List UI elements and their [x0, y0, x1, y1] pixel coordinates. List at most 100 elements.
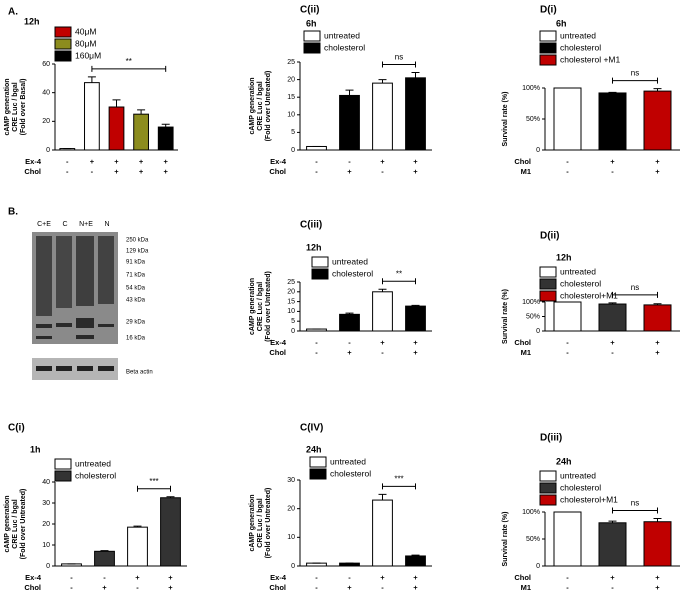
condition-value: +	[380, 573, 385, 582]
y-tick-label: 50%	[526, 313, 540, 320]
y-axis-label: cAMP generation	[249, 278, 256, 335]
y-tick-label: 0	[536, 147, 540, 154]
bar	[133, 113, 149, 151]
legend-swatch	[311, 256, 329, 268]
significance-label: ***	[149, 477, 158, 486]
condition-value: +	[413, 583, 418, 592]
panel-label: A.	[8, 7, 18, 18]
y-tick-label: 100%	[522, 85, 540, 92]
condition-name: Chol	[514, 338, 531, 347]
y-axis-label: CRE Luc / bgal	[257, 282, 264, 331]
bar	[643, 521, 672, 567]
legend-label: cholesterol	[332, 268, 373, 278]
condition-value: -	[611, 167, 614, 176]
y-tick-label: 100%	[522, 509, 540, 516]
y-axis-label: cAMP generation	[249, 77, 256, 134]
y-tick-label: 20	[42, 521, 50, 528]
legend-label: cholesterol+M1	[560, 494, 618, 504]
condition-name: Chol	[269, 167, 286, 176]
legend-label: untreated	[560, 470, 596, 480]
legend-label: 80μM	[75, 38, 96, 48]
condition-value: -	[315, 338, 318, 347]
condition-value: +	[380, 338, 385, 347]
loading-control: Beta actin	[126, 370, 153, 376]
y-tick-label: 20	[42, 118, 50, 125]
legend-swatch	[539, 266, 557, 278]
bar	[94, 550, 115, 567]
condition-value: +	[164, 167, 169, 176]
condition-value: +	[168, 583, 173, 592]
error-bar	[653, 517, 662, 522]
panel-subtitle: 1h	[30, 444, 41, 454]
bar	[84, 82, 100, 151]
condition-value: +	[655, 167, 660, 176]
condition-value: +	[610, 157, 615, 166]
y-axis-label: CRE Luc / bgal	[257, 498, 264, 547]
significance-bracket	[382, 278, 416, 285]
bar	[553, 301, 582, 332]
condition-value: +	[139, 167, 144, 176]
condition-value: -	[566, 157, 569, 166]
significance-bracket	[382, 61, 416, 68]
panel-label: C(i)	[8, 423, 25, 434]
condition-value: +	[139, 157, 144, 166]
legend-label: untreated	[75, 458, 111, 468]
condition-name: Ex-4	[270, 157, 287, 166]
error-bar	[137, 109, 146, 115]
condition-name: M1	[521, 167, 531, 176]
error-bar	[378, 288, 387, 292]
condition-value: -	[381, 348, 384, 357]
panel-label: C(iii)	[300, 220, 322, 231]
legend-swatch	[54, 38, 72, 50]
condition-value: -	[66, 167, 69, 176]
marker-label: 91 kDa	[126, 260, 146, 266]
panel-label: C(IV)	[300, 423, 323, 434]
lane-label: C+E	[37, 221, 51, 228]
error-bar	[100, 550, 109, 552]
legend-swatch	[539, 482, 557, 494]
legend-swatch	[539, 494, 557, 506]
condition-name: Ex-4	[25, 157, 42, 166]
condition-name: Chol	[514, 157, 531, 166]
marker-label: 129 kDa	[126, 249, 149, 255]
legend-label: untreated	[330, 456, 366, 466]
y-axis-label: Survival rate (%)	[502, 92, 509, 147]
condition-value: -	[66, 157, 69, 166]
legend-swatch	[54, 26, 72, 38]
significance-bracket	[91, 65, 167, 72]
condition-value: +	[655, 338, 660, 347]
y-tick-label: 100%	[522, 299, 540, 306]
condition-name: Chol	[514, 573, 531, 582]
actin-bands	[36, 366, 114, 371]
legend-label: untreated	[560, 30, 596, 40]
legend-swatch	[539, 42, 557, 54]
condition-value: +	[413, 348, 418, 357]
legend-swatch	[54, 470, 72, 482]
panel-label: D(i)	[540, 5, 557, 16]
error-bar	[378, 79, 387, 84]
error-bar	[608, 302, 617, 305]
blot-panel: B. Beta actin	[8, 207, 153, 380]
significance-bracket	[612, 77, 658, 84]
condition-value: +	[413, 338, 418, 347]
bar	[553, 87, 582, 151]
condition-value: +	[655, 573, 660, 582]
condition-value: -	[566, 167, 569, 176]
condition-name: M1	[521, 583, 531, 592]
significance-bracket	[612, 507, 658, 514]
condition-value: -	[315, 167, 318, 176]
legend-label: cholesterol +M1	[560, 54, 621, 64]
marker-label: 71 kDa	[126, 273, 146, 279]
condition-value: -	[348, 157, 351, 166]
legend-swatch	[539, 54, 557, 66]
panel-subtitle: 24h	[306, 444, 322, 454]
condition-value: +	[90, 157, 95, 166]
y-tick-label: 0	[291, 147, 295, 154]
error-bar	[378, 493, 387, 501]
condition-name: M1	[521, 348, 531, 357]
condition-value: +	[610, 338, 615, 347]
condition-value: -	[315, 573, 318, 582]
error-bar	[161, 123, 170, 128]
condition-value: +	[655, 583, 660, 592]
